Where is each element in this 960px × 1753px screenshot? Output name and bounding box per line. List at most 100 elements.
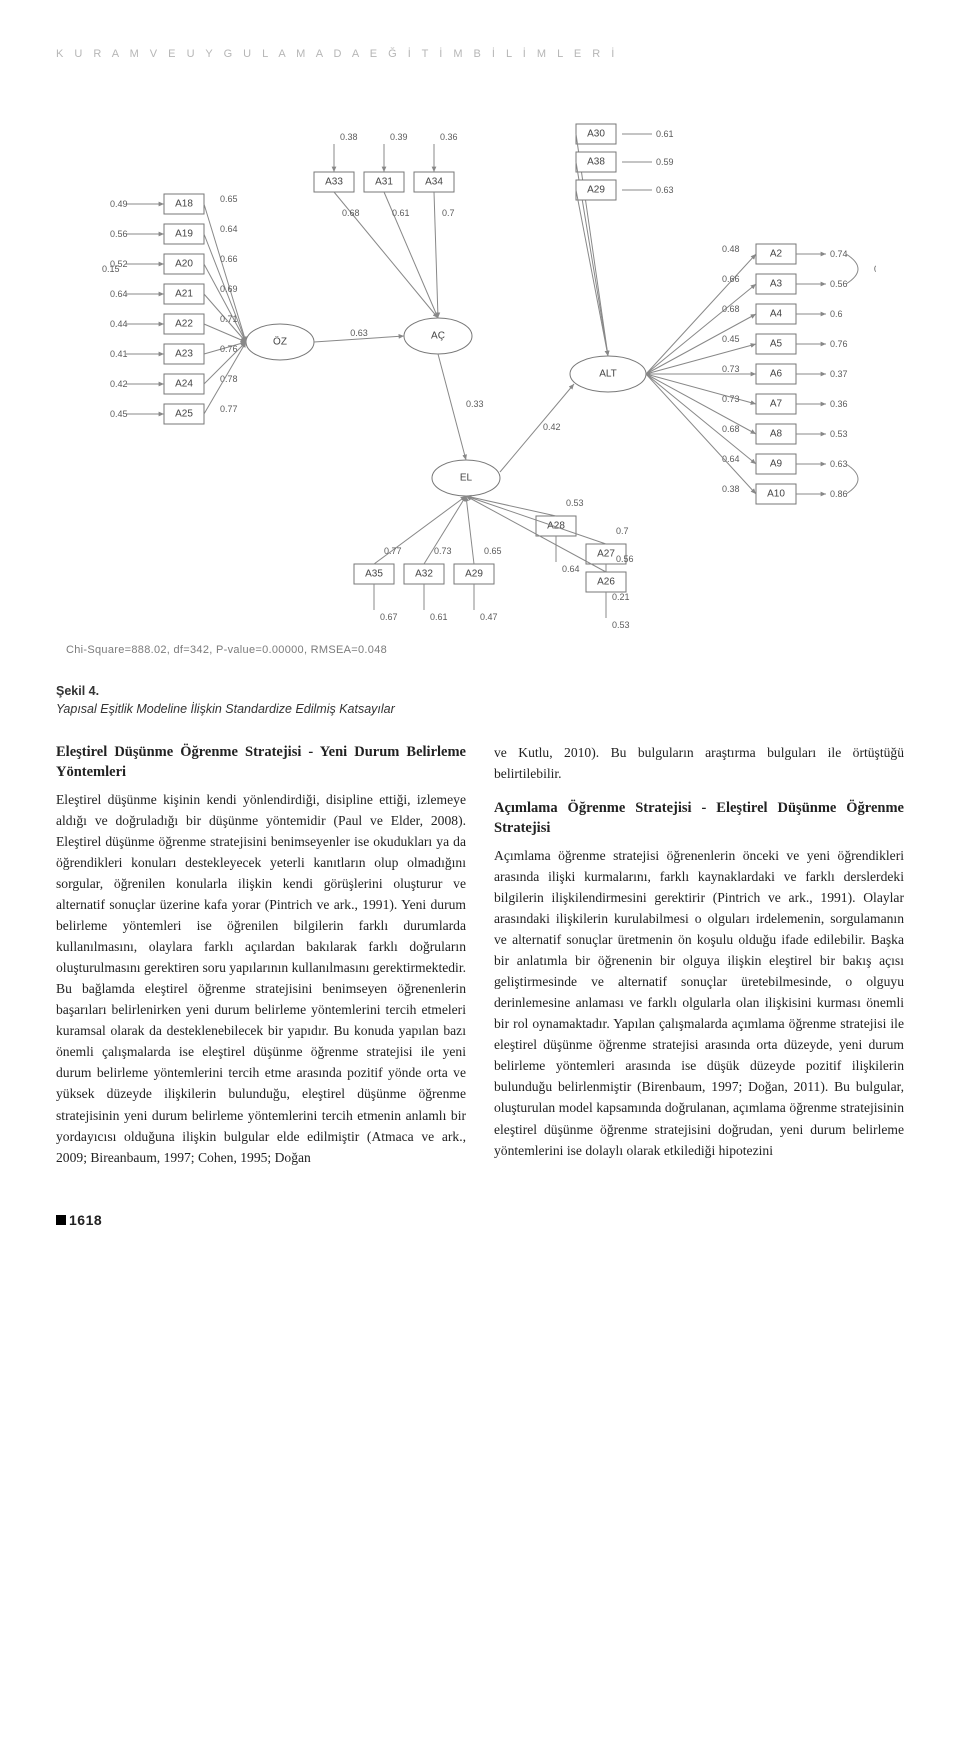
svg-text:0.64: 0.64 — [562, 564, 580, 574]
svg-text:0.7: 0.7 — [616, 526, 629, 536]
svg-text:A32: A32 — [415, 569, 433, 580]
svg-text:A9: A9 — [770, 459, 783, 470]
sem-figure: ÖZ AÇ EL ALT 0.63 0.33 0.42 A18 0.49 0.65 A19 0.56 0… — [56, 74, 904, 634]
svg-text:0.66: 0.66 — [220, 254, 238, 264]
svg-text:0.77: 0.77 — [384, 546, 402, 556]
svg-text:0.6: 0.6 — [830, 309, 843, 319]
svg-text:0.42: 0.42 — [543, 422, 561, 432]
svg-text:0.36: 0.36 — [440, 132, 458, 142]
svg-text:0.67: 0.67 — [380, 612, 398, 622]
section-title-right: Açımlama Öğrenme Stratejisi - Eleştirel … — [494, 798, 904, 839]
svg-text:0.44: 0.44 — [110, 319, 128, 329]
svg-text:A7: A7 — [770, 399, 783, 410]
figure-caption-sub: Yapısal Eşitlik Modeline İlişkin Standar… — [56, 702, 904, 716]
svg-text:0.74: 0.74 — [830, 249, 848, 259]
svg-text:0.63: 0.63 — [350, 328, 368, 338]
svg-text:0.15: 0.15 — [102, 264, 120, 274]
svg-text:0.68: 0.68 — [722, 304, 740, 314]
svg-text:A24: A24 — [175, 379, 193, 390]
page-number: 1618 — [69, 1212, 102, 1228]
svg-text:0.73: 0.73 — [434, 546, 452, 556]
svg-text:0.66: 0.66 — [722, 274, 740, 284]
svg-text:0.56: 0.56 — [830, 279, 848, 289]
svg-text:0.73: 0.73 — [722, 364, 740, 374]
svg-text:0.71: 0.71 — [220, 314, 238, 324]
right-column-para: Açımlama öğrenme stratejisi öğrenenlerin… — [494, 845, 904, 1161]
svg-text:0.41: 0.41 — [110, 349, 128, 359]
svg-text:0.7: 0.7 — [442, 208, 455, 218]
svg-text:0.86: 0.86 — [830, 489, 848, 499]
svg-text:A28: A28 — [547, 521, 565, 532]
svg-text:0.64: 0.64 — [110, 289, 128, 299]
svg-text:A20: A20 — [175, 259, 193, 270]
svg-text:0.53: 0.53 — [566, 498, 584, 508]
figure-caption-label: Şekil 4. — [56, 684, 99, 698]
svg-text:0.68: 0.68 — [722, 424, 740, 434]
svg-text:A4: A4 — [770, 309, 783, 320]
svg-text:0.56: 0.56 — [616, 554, 634, 564]
svg-text:0.65: 0.65 — [484, 546, 502, 556]
section-title-left: Eleştirel Düşünme Öğrenme Stratejisi - Y… — [56, 742, 466, 783]
svg-text:0.38: 0.38 — [722, 484, 740, 494]
svg-text:0.23: 0.23 — [874, 264, 876, 274]
svg-text:A19: A19 — [175, 229, 193, 240]
svg-text:A38: A38 — [587, 157, 605, 168]
svg-text:0.21: 0.21 — [612, 592, 630, 602]
svg-text:A25: A25 — [175, 409, 193, 420]
svg-text:ALT: ALT — [599, 369, 617, 380]
svg-text:0.76: 0.76 — [830, 339, 848, 349]
svg-text:0.69: 0.69 — [220, 284, 238, 294]
svg-text:0.63: 0.63 — [656, 185, 674, 195]
svg-text:0.42: 0.42 — [110, 379, 128, 389]
two-column-body: Eleştirel Düşünme Öğrenme Stratejisi - Y… — [56, 742, 904, 1174]
svg-text:0.59: 0.59 — [656, 157, 674, 167]
figure-caption: Şekil 4. — [56, 684, 904, 698]
svg-text:0.47: 0.47 — [480, 612, 498, 622]
svg-text:A26: A26 — [597, 577, 615, 588]
svg-text:0.68: 0.68 — [342, 208, 360, 218]
svg-text:0.73: 0.73 — [722, 394, 740, 404]
svg-text:0.36: 0.36 — [830, 399, 848, 409]
svg-text:A30: A30 — [587, 129, 605, 140]
svg-text:A2: A2 — [770, 249, 783, 260]
svg-text:0.53: 0.53 — [830, 429, 848, 439]
svg-text:EL: EL — [460, 473, 473, 484]
svg-text:0.61: 0.61 — [392, 208, 410, 218]
svg-text:0.48: 0.48 — [722, 244, 740, 254]
svg-text:0.39: 0.39 — [390, 132, 408, 142]
svg-text:A21: A21 — [175, 289, 193, 300]
svg-text:0.61: 0.61 — [430, 612, 448, 622]
svg-text:AÇ: AÇ — [431, 331, 445, 342]
svg-text:0.63: 0.63 — [830, 459, 848, 469]
svg-text:A35: A35 — [365, 569, 383, 580]
svg-text:0.38: 0.38 — [340, 132, 358, 142]
svg-text:A8: A8 — [770, 429, 783, 440]
svg-text:A23: A23 — [175, 349, 193, 360]
svg-text:0.37: 0.37 — [830, 369, 848, 379]
svg-text:0.33: 0.33 — [466, 399, 484, 409]
svg-text:0.65: 0.65 — [220, 194, 238, 204]
svg-text:A6: A6 — [770, 369, 783, 380]
svg-text:0.56: 0.56 — [110, 229, 128, 239]
svg-text:0.77: 0.77 — [220, 404, 238, 414]
right-column-intro: ve Kutlu, 2010). Bu bulguların araştırma… — [494, 742, 904, 784]
svg-text:0.49: 0.49 — [110, 199, 128, 209]
svg-text:A29: A29 — [465, 569, 483, 580]
svg-text:0.53: 0.53 — [612, 620, 630, 630]
svg-text:A10: A10 — [767, 489, 785, 500]
svg-text:0.45: 0.45 — [110, 409, 128, 419]
figure-fit-stats: Chi-Square=888.02, df=342, P-value=0.000… — [66, 644, 904, 656]
svg-text:0.64: 0.64 — [722, 454, 740, 464]
page-number-marker — [56, 1215, 66, 1225]
svg-text:0.45: 0.45 — [722, 334, 740, 344]
svg-text:A27: A27 — [597, 549, 615, 560]
svg-text:A34: A34 — [425, 177, 443, 188]
svg-text:A5: A5 — [770, 339, 783, 350]
left-column-para: Eleştirel düşünme kişinin kendi yönlendi… — [56, 789, 466, 1168]
svg-text:A18: A18 — [175, 199, 193, 210]
svg-text:A3: A3 — [770, 279, 783, 290]
svg-text:A22: A22 — [175, 319, 193, 330]
sem-diagram-svg: ÖZ AÇ EL ALT 0.63 0.33 0.42 A18 0.49 0.65 A19 0.56 0… — [56, 74, 876, 634]
svg-text:0.61: 0.61 — [656, 129, 674, 139]
svg-text:ÖZ: ÖZ — [273, 336, 287, 348]
